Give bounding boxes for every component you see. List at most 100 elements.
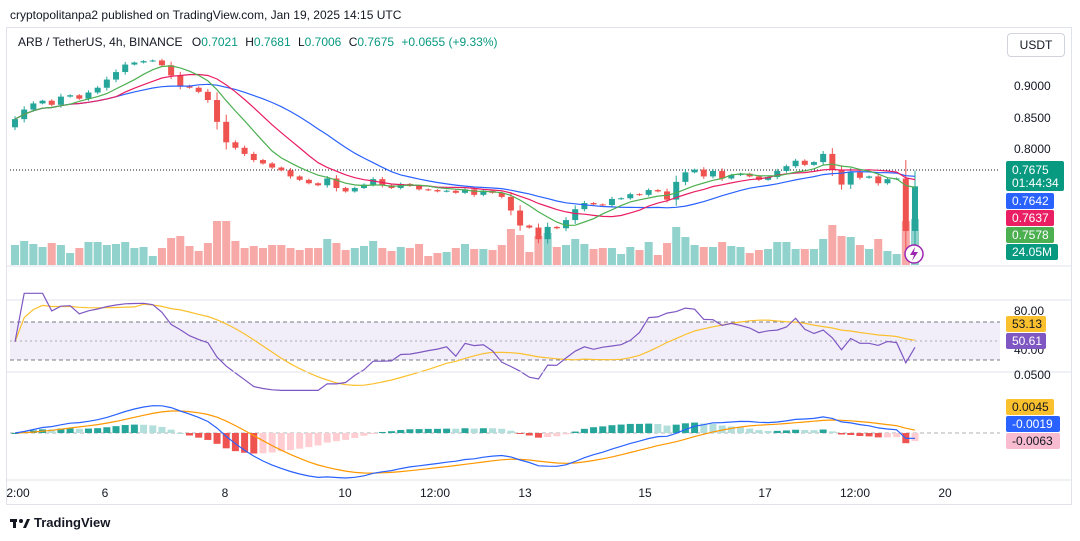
macd-hist-bar: [498, 428, 506, 433]
volume-bar: [84, 242, 93, 265]
candle: [517, 205, 524, 231]
volume-bar: [451, 248, 460, 265]
candle: [480, 189, 487, 197]
candle: [627, 192, 634, 200]
macd-signal-value: 0.0045: [1012, 400, 1049, 414]
macd-hist-bar: [608, 425, 616, 433]
macd-hist-bar: [397, 429, 405, 433]
change-value: +0.0655 (+9.33%): [401, 35, 498, 49]
volume-bar: [93, 242, 102, 265]
candle: [838, 165, 845, 190]
volume-bar: [562, 245, 571, 265]
volume-bar: [690, 245, 699, 265]
candle: [250, 151, 257, 163]
volume-bar: [754, 250, 763, 265]
time-tick: 20: [938, 486, 952, 500]
volume-bar: [883, 251, 892, 265]
macd-hist-bar: [268, 433, 276, 453]
volume-bar: [837, 236, 846, 265]
macd-hist-bar: [140, 424, 148, 433]
tradingview-logo: TradingView: [10, 515, 110, 530]
macd-hist-bar: [672, 424, 680, 433]
rsi-ma-tag: [1006, 316, 1046, 332]
volume-bar: [286, 248, 295, 265]
volume-bar: [249, 246, 258, 265]
candle: [636, 193, 643, 196]
volume-bar: [892, 254, 901, 265]
y-tick-0-9000: 0.9000: [1014, 79, 1051, 93]
volume-bar: [607, 248, 616, 265]
symbol-name[interactable]: ARB / TetherUS, 4h, BINANCE: [18, 35, 183, 49]
currency-button[interactable]: USDT: [1007, 33, 1065, 57]
macd-histogram: [11, 422, 919, 454]
time-tick: 6: [102, 486, 109, 500]
candle: [847, 168, 854, 189]
volume-bar: [681, 237, 690, 265]
volume-bar: [571, 239, 580, 265]
ma-mid-line: [14, 73, 916, 218]
macd-hist-bar: [599, 426, 607, 433]
volume-bar: [29, 244, 38, 265]
macd-hist-value: -0.0063: [1012, 434, 1053, 448]
macd-hist-bar: [534, 433, 542, 438]
volume-bar: [424, 256, 433, 265]
macd-hist-bar: [296, 433, 304, 449]
candle: [324, 176, 331, 188]
volume-bar: [167, 238, 176, 265]
candle: [158, 58, 165, 67]
macd-signal-tag: [1006, 399, 1054, 415]
macd-hist-bar: [654, 423, 662, 433]
low-value: 0.7006: [304, 35, 342, 49]
ma-long-tag: [1006, 193, 1054, 209]
macd-hist-bar: [819, 429, 827, 433]
high-value: 0.7681: [253, 35, 291, 49]
volume-bar: [635, 250, 644, 265]
volume-bar: [47, 243, 56, 265]
macd-hist-bar: [323, 433, 331, 443]
candle: [434, 189, 441, 193]
alert-icon[interactable]: [904, 244, 924, 264]
candle: [140, 60, 147, 64]
macd-hist-bar: [856, 433, 864, 436]
macd-hist-bar: [415, 429, 423, 433]
macd-hist-bar: [590, 427, 598, 433]
time-tick: 12:00: [420, 486, 450, 500]
macd-hist-bar: [388, 431, 396, 433]
macd-hist-bar: [11, 433, 19, 434]
macd-hist-bar: [112, 426, 120, 433]
candle: [829, 148, 836, 177]
macd-hist-tag: [1006, 433, 1060, 449]
ma-long-line: [14, 83, 916, 209]
macd-hist-bar: [452, 428, 460, 433]
time-tick: 2:00: [6, 486, 30, 500]
volume-bar: [332, 243, 341, 265]
time-tick: 12:00: [840, 486, 870, 500]
candle: [691, 168, 698, 174]
macd-hist-bar: [241, 433, 249, 453]
candle: [884, 177, 891, 185]
volume-bar: [102, 245, 111, 265]
volume-bar: [644, 242, 653, 265]
candle: [30, 101, 37, 112]
volume-bar: [341, 250, 350, 265]
candle: [673, 175, 680, 206]
macd-hist-bar: [580, 428, 588, 433]
close-value: 0.7675: [357, 35, 395, 49]
candle: [544, 222, 551, 244]
macd-hist-bar: [195, 433, 203, 438]
low-label: L: [297, 35, 305, 49]
candle: [425, 188, 432, 192]
macd-hist-bar: [645, 423, 653, 433]
volume-bar: [314, 248, 323, 265]
time-tick: 8: [222, 486, 229, 500]
volume-bar: [874, 239, 883, 265]
ma-mid-tag: [1006, 210, 1054, 226]
volume-bar: [580, 244, 589, 265]
macd-hist-bar: [360, 433, 368, 436]
macd-hist-bar: [84, 428, 92, 433]
macd-hist-bar: [718, 425, 726, 433]
macd-hist-bar: [121, 425, 129, 433]
macd-hist-bar: [48, 429, 56, 433]
candle: [563, 217, 570, 232]
